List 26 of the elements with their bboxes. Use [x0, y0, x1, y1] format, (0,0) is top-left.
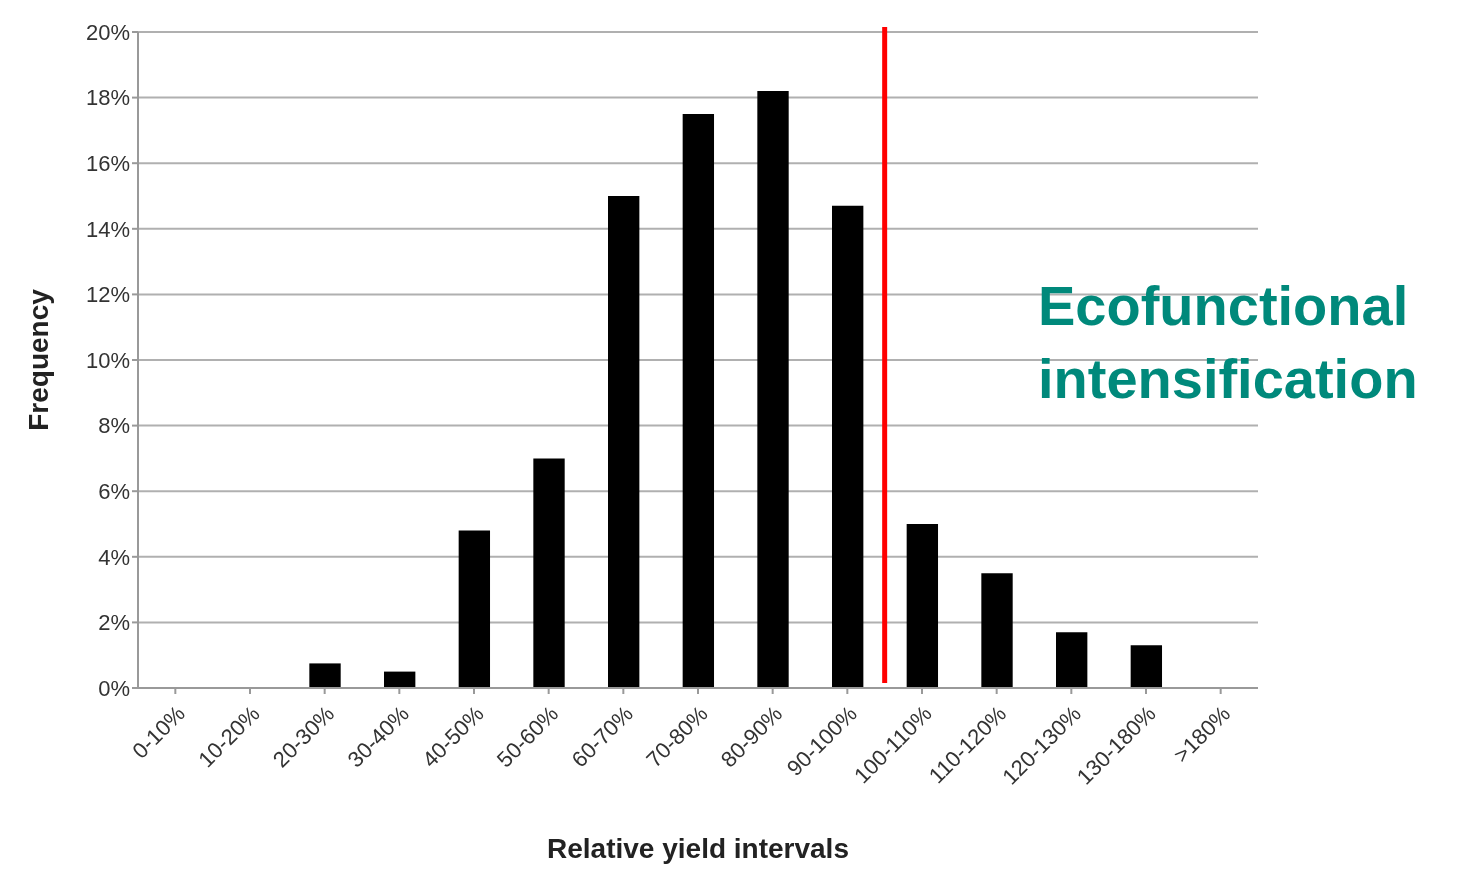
bar — [608, 196, 640, 688]
bar — [533, 458, 565, 688]
y-tick-label: 2% — [98, 610, 130, 636]
y-tick-label: 6% — [98, 479, 130, 505]
y-tick-label: 8% — [98, 413, 130, 439]
bar — [1056, 632, 1088, 688]
bar — [906, 524, 939, 688]
y-tick-label: 10% — [85, 347, 130, 373]
x-axis-title: Relative yield intervals — [547, 833, 849, 864]
bar — [682, 114, 715, 688]
bar — [757, 91, 789, 688]
y-tick-label: 12% — [85, 282, 130, 308]
bar — [832, 205, 864, 688]
y-tick-label: 4% — [98, 544, 130, 570]
y-axis-title: Frequency — [22, 288, 54, 431]
bar — [981, 573, 1013, 688]
y-tick-label: 20% — [85, 19, 130, 45]
annotation: Ecofunctional intensification — [1038, 273, 1419, 412]
y-tick-label: 0% — [98, 675, 130, 701]
bar — [458, 530, 491, 688]
y-tick-label: 16% — [85, 151, 130, 177]
bar — [384, 671, 416, 688]
y-tick-label: 14% — [85, 216, 130, 242]
bar — [1130, 645, 1163, 688]
y-tick-label: 18% — [85, 85, 130, 111]
bar — [309, 663, 341, 688]
